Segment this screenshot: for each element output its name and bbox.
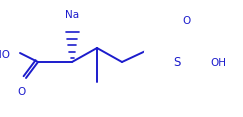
Text: O: O (17, 87, 25, 97)
Text: Na: Na (65, 10, 79, 20)
Text: S: S (173, 55, 181, 68)
Text: O: O (182, 16, 190, 26)
Text: OH: OH (210, 58, 226, 68)
Text: HO: HO (0, 50, 10, 60)
Text: O: O (182, 84, 190, 94)
